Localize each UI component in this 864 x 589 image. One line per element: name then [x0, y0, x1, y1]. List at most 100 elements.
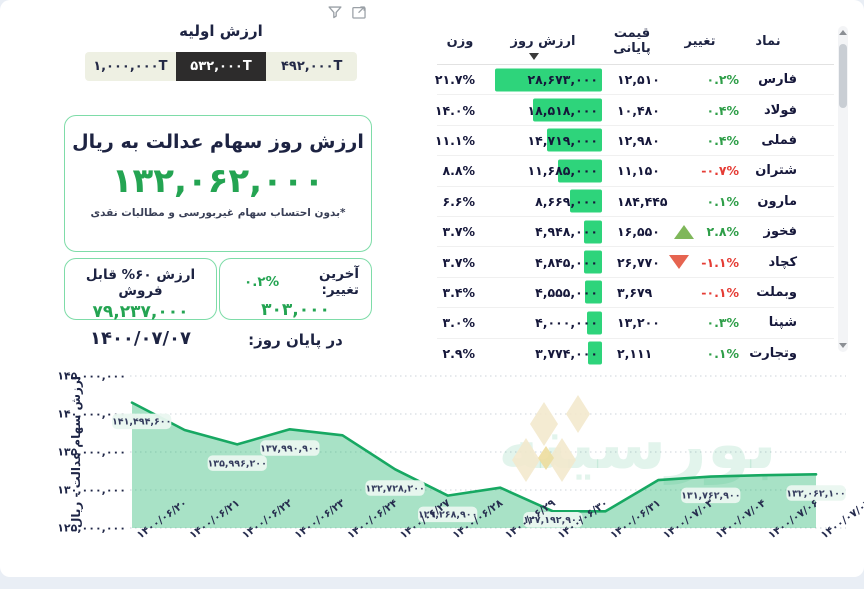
initial-value-tab-0[interactable]: ۱,۰۰۰,۰۰۰T	[85, 52, 176, 81]
y-tick-label: ۱۳۵,۰۰۰,۰۰۰	[57, 446, 126, 459]
table-body: فارس ۰.۲% ۱۲,۵۱۰ ۲۸,۶۷۳,۰۰۰ ۲۱.۷% فولاد …	[434, 65, 834, 368]
table-row[interactable]: فولاد ۰.۴% ۱۰,۴۸۰ ۱۸,۵۱۸,۰۰۰ ۱۴.۰%	[435, 95, 834, 126]
weight-cell: ۳.۷%	[442, 254, 475, 270]
value-cell: ۴,۸۴۵,۰۰۰	[483, 247, 603, 276]
table-header-row: نماد تغییر قیمت پایانی ارزش روز وزن	[437, 26, 834, 56]
value-bar	[533, 98, 602, 122]
svg-text:۱۲۹,۲۶۸,۹۰۰: ۱۲۹,۲۶۸,۹۰۰	[418, 510, 477, 521]
watermark-logo-icon	[512, 395, 590, 482]
last-change-card: آخرین تغییر: ۰.۲% ۳۰۳,۰۰۰	[219, 258, 372, 320]
point-label: ۱۴۱,۴۹۴,۶۰۰	[112, 413, 171, 430]
up-triangle-icon	[674, 224, 695, 239]
point-label: ۱۳۷,۹۹۰,۹۰۰	[260, 440, 320, 456]
symbol-cell: مارون	[757, 193, 797, 209]
last-change-label: آخرین تغییر:	[319, 266, 359, 298]
point-label: ۱۳۱,۷۶۲,۹۰۰	[681, 487, 741, 504]
change-cell: ۲.۸%	[661, 224, 739, 239]
expand-icon[interactable]	[350, 3, 368, 21]
stocks-table: نماد تغییر قیمت پایانی ارزش روز وزن فارس ۰.۲…	[434, 26, 834, 368]
y-tick-label: ۱۳۰,۰۰۰,۰۰۰	[57, 484, 126, 497]
y-axis-title: ارزش سهام عدالت - ریال	[69, 376, 84, 528]
price-cell: ۱۸۴,۴۴۵	[617, 193, 668, 209]
point-label: ۱۳۲,۷۲۸,۲۰۰	[365, 480, 425, 496]
series-line	[130, 401, 818, 513]
svg-text:۱۲۷,۱۹۲,۹۰۰: ۱۲۷,۱۹۲,۹۰۰	[523, 515, 582, 526]
x-tick-label: ۱۴۰۰/۰۷/۰۷	[819, 497, 864, 542]
table-row[interactable]: شپنا ۰.۳% ۱۳,۲۰۰ ۴,۰۰۰,۰۰۰ ۳.۰%	[437, 308, 834, 339]
y-tick-label: ۱۴۵,۰۰۰,۰۰۰	[57, 370, 126, 383]
sort-descending-icon[interactable]	[529, 53, 539, 60]
watermark-text: بورسینه	[498, 403, 777, 485]
value-bar	[584, 250, 602, 274]
symbol-cell: شتران	[755, 163, 797, 179]
symbol-cell: فولاد	[763, 102, 797, 118]
weight-cell: ۳.۰%	[442, 315, 475, 331]
point-label: ۱۳۲,۰۶۲,۱۰۰	[786, 485, 846, 501]
change-cell: ۰.۴%	[706, 102, 739, 118]
value-cell: ۱۱,۶۸۵,۰۰۰	[483, 156, 603, 185]
symbol-cell: وبملت	[756, 284, 797, 300]
change-cell: ۰.۲%	[706, 72, 739, 88]
scroll-up-icon[interactable]	[839, 30, 847, 35]
change-cell: ۰.۳%	[706, 315, 739, 331]
table-row[interactable]: وتجارت ۰.۱% ۲,۱۱۱ ۳,۷۷۴,۰۰۰ ۲.۹%	[437, 339, 834, 368]
weight-cell: ۲۱.۷%	[434, 72, 475, 88]
column-header[interactable]: قیمت پایانی	[613, 26, 651, 56]
scroll-down-icon[interactable]	[839, 343, 847, 348]
svg-text:۱۳۲,۷۲۸,۲۰۰: ۱۳۲,۷۲۸,۲۰۰	[365, 483, 424, 494]
table-row[interactable]: مارون ۰.۱% ۱۸۴,۴۴۵ ۸,۶۶۹,۰۰۰ ۶.۶%	[437, 187, 834, 217]
initial-value-tab-2[interactable]: ۴۹۲,۰۰۰T	[266, 52, 357, 81]
price-cell: ۱۲,۵۱۰	[617, 72, 660, 88]
symbol-cell: فخوز	[763, 224, 797, 240]
value-bar	[585, 280, 602, 304]
price-cell: ۱۱,۱۵۰	[617, 163, 660, 179]
initial-value-tabs: ۱,۰۰۰,۰۰۰T ۵۳۲,۰۰۰T ۴۹۲,۰۰۰T	[85, 52, 357, 81]
value-bar	[570, 189, 602, 213]
value-bar	[587, 311, 602, 335]
scrollbar-thumb[interactable]	[839, 44, 847, 108]
main-panel-card: ارزش اولیه ۱,۰۰۰,۰۰۰T ۵۳۲,۰۰۰T ۴۹۲,۰۰۰T ار…	[0, 0, 864, 577]
table-row[interactable]: فملی ۰.۴% ۱۲,۹۸۰ ۱۴,۷۱۹,۰۰۰ ۱۱.۱%	[434, 126, 834, 157]
symbol-cell: فملی	[761, 132, 797, 148]
end-of-day-label: در پایان روز:	[248, 331, 343, 349]
price-cell: ۳,۶۷۹	[617, 284, 653, 300]
weight-cell: ۲.۹%	[442, 345, 475, 361]
watermark: بورسینه	[498, 395, 777, 485]
day-value-title: ارزش روز سهام عدالت به ریال	[72, 131, 364, 153]
column-header[interactable]: نماد	[755, 33, 781, 49]
svg-text:۱۳۷,۹۹۰,۹۰۰: ۱۳۷,۹۹۰,۹۰۰	[260, 443, 319, 454]
table-row[interactable]: فارس ۰.۲% ۱۲,۵۱۰ ۲۸,۶۷۳,۰۰۰ ۲۱.۷%	[434, 65, 834, 96]
column-header[interactable]: ارزش روز	[510, 33, 576, 49]
sellable-value-card: ارزش ۶۰% قابل فروش ۷۹,۲۳۷,۰۰۰	[64, 258, 217, 322]
filter-icon[interactable]	[326, 3, 344, 21]
weight-cell: ۸.۸%	[442, 163, 475, 179]
change-cell: ۰.۱%	[706, 345, 739, 361]
svg-text:۱۳۵,۹۹۶,۲۰۰: ۱۳۵,۹۹۶,۲۰۰	[207, 458, 266, 469]
change-cell: ۰.۱%	[706, 193, 739, 209]
column-header[interactable]: تغییر	[684, 33, 716, 49]
table-row[interactable]: فخوز ۲.۸% ۱۶,۵۵۰ ۴,۹۴۸,۰۰۰ ۳.۷%	[437, 217, 834, 248]
table-row[interactable]: وبملت -۰.۱% ۳,۶۷۹ ۴,۵۵۵,۰۰۰ ۳.۴%	[437, 278, 834, 309]
panel-toolbar	[326, 3, 368, 21]
initial-value-tab-1[interactable]: ۵۳۲,۰۰۰T	[175, 52, 267, 81]
value-cell: ۱۸,۵۱۸,۰۰۰	[483, 95, 603, 124]
table-scrollbar[interactable]	[838, 26, 848, 352]
symbol-cell: شپنا	[768, 315, 797, 331]
weight-cell: ۱۱.۱%	[434, 132, 475, 148]
value-bar	[588, 341, 602, 365]
change-cell: ۰.۴%	[706, 132, 739, 148]
weight-cell: ۶.۶%	[442, 193, 475, 209]
value-bar	[584, 220, 602, 244]
column-header[interactable]: وزن	[446, 33, 474, 49]
price-cell: ۲,۱۱۱	[617, 345, 653, 361]
value-cell: ۴,۰۰۰,۰۰۰	[483, 308, 603, 337]
value-bar	[558, 159, 602, 183]
price-cell: ۱۳,۲۰۰	[617, 315, 660, 331]
price-cell: ۲۶,۷۷۰	[617, 254, 660, 270]
change-cell: -۰.۷%	[701, 163, 739, 179]
day-value-amount: ۱۳۲,۰۶۲,۰۰۰	[111, 161, 325, 201]
table-row[interactable]: شتران -۰.۷% ۱۱,۱۵۰ ۱۱,۶۸۵,۰۰۰ ۸.۸%	[437, 156, 834, 187]
last-change-percent: ۰.۲%	[244, 274, 280, 290]
table-row[interactable]: کچاد -۱.۱% ۲۶,۷۷۰ ۴,۸۴۵,۰۰۰ ۳.۷%	[437, 247, 834, 278]
